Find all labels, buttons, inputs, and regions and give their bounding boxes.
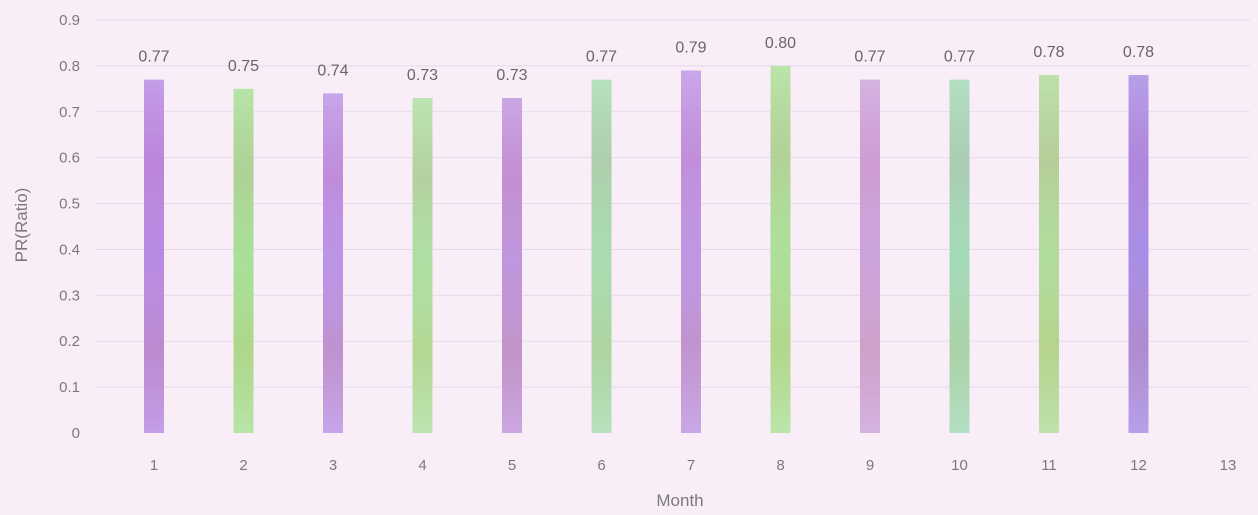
data-label: 0.73: [496, 67, 527, 84]
y-tick-label: 0.4: [59, 241, 80, 258]
x-tick-label: 5: [508, 457, 516, 474]
data-label: 0.75: [228, 58, 259, 75]
bar-texture: [770, 65, 791, 433]
data-label: 0.77: [854, 49, 885, 66]
x-tick-label: 10: [951, 457, 968, 474]
y-tick-label: 0.8: [59, 58, 80, 75]
x-tick-label: 7: [687, 457, 695, 474]
x-tick-label: 8: [776, 457, 784, 474]
x-tick-label: 4: [418, 457, 426, 474]
y-tick-label: 0.2: [59, 333, 80, 350]
data-label: 0.80: [765, 35, 796, 52]
y-tick-label: 0.3: [59, 287, 80, 304]
x-tick-label: 13: [1220, 457, 1237, 474]
bar-texture: [681, 70, 701, 433]
bar: [412, 98, 433, 433]
bar: [949, 79, 970, 434]
data-label: 0.77: [138, 49, 169, 66]
bar: [681, 70, 701, 433]
y-tick-label: 0.1: [59, 379, 80, 396]
x-tick-label: 3: [329, 457, 337, 474]
data-label: 0.74: [317, 62, 348, 79]
bar: [144, 79, 164, 434]
bar: [770, 65, 791, 433]
x-tick-label: 1: [150, 457, 158, 474]
bars: [144, 65, 1149, 434]
data-label: 0.78: [1033, 44, 1064, 61]
y-axis-title: PR(Ratio): [12, 188, 31, 263]
bar-texture: [860, 79, 880, 434]
data-label: 0.78: [1123, 44, 1154, 61]
bar-texture: [144, 79, 164, 434]
y-axis-ticks: 0 0.1 0.2 0.3 0.4 0.5 0.6 0.7 0.8 0.9: [59, 12, 80, 442]
y-tick-label: 0.6: [59, 150, 80, 167]
y-tick-label: 0.9: [59, 12, 80, 29]
data-label: 0.79: [675, 39, 706, 56]
bar: [591, 79, 612, 434]
bar-texture: [591, 79, 612, 434]
y-tick-label: 0: [72, 425, 80, 442]
x-tick-label: 12: [1130, 457, 1147, 474]
bar: [860, 79, 880, 434]
bar-texture: [1039, 75, 1059, 434]
gridlines: [95, 19, 1250, 388]
x-tick-label: 6: [597, 457, 605, 474]
x-tick-label: 11: [1041, 457, 1057, 474]
y-tick-label: 0.5: [59, 196, 80, 213]
x-axis-ticks: 1 2 3 4 5 6 7 8 9 10 11 12 13: [150, 457, 1237, 474]
x-tick-label: 2: [239, 457, 247, 474]
data-label: 0.73: [407, 67, 438, 84]
bar-texture: [1128, 75, 1149, 434]
y-tick-label: 0.7: [59, 104, 80, 121]
bar: [323, 93, 343, 433]
bar: [502, 98, 522, 433]
data-label: 0.77: [586, 49, 617, 66]
bar-texture: [502, 98, 522, 433]
x-axis-title: Month: [656, 491, 703, 510]
x-tick-label: 9: [866, 457, 874, 474]
bar: [1128, 75, 1149, 434]
bar-texture: [412, 98, 433, 433]
bar: [233, 88, 254, 433]
data-label: 0.77: [944, 49, 975, 66]
bar-texture: [233, 88, 254, 433]
bar-texture: [949, 79, 970, 434]
bar-texture: [323, 93, 343, 433]
data-labels: 0.77 0.75 0.74 0.73 0.73 0.77 0.79 0.80 0.77 0.77…: [138, 35, 1154, 84]
bar: [1039, 75, 1059, 434]
